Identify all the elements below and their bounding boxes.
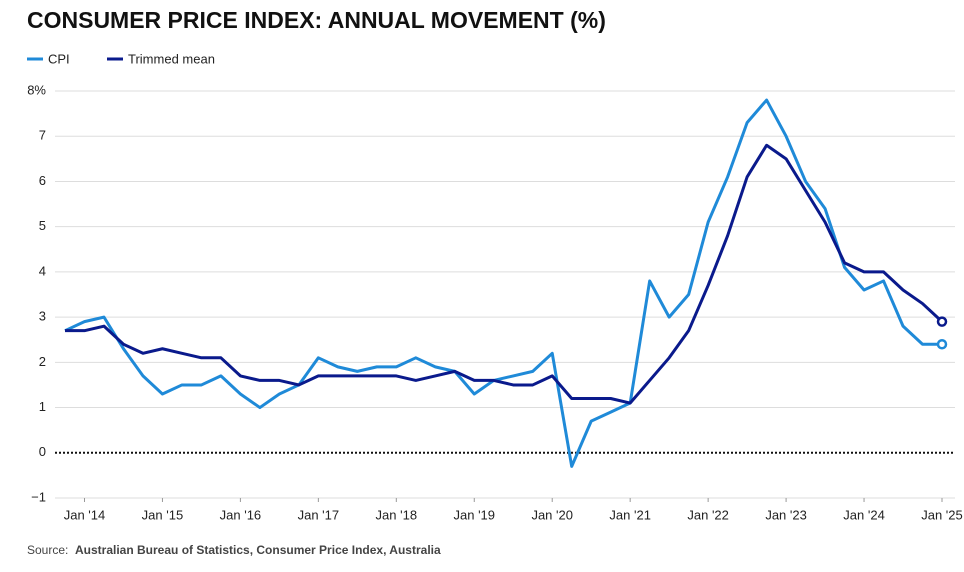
y-tick-label: 1 [39,399,46,414]
x-tick-label: Jan '23 [765,507,807,522]
x-tick-label: Jan '25 [921,507,963,522]
end-marker [936,316,948,327]
x-tick-label: Jan '20 [531,507,573,522]
x-tick-label: Jan '24 [843,507,885,522]
y-tick-label: −1 [31,489,46,504]
y-tick-label: 6 [39,173,46,188]
y-tick-label: 3 [39,309,46,324]
y-tick-label: 8% [27,82,46,97]
series-line [65,143,944,405]
x-tick-label: Jan '19 [454,507,496,522]
series-line [64,98,942,468]
y-tick-label: 7 [39,128,46,143]
x-tick-label: Jan '21 [609,507,651,522]
y-tick-label: 0 [39,444,46,459]
y-tick-label: 4 [39,263,46,278]
x-tick-label: Jan '22 [687,507,729,522]
source: Australian Bureau of Statistics, Consume… [75,543,441,557]
x-tick-label: Jan '18 [376,507,418,522]
end-marker [936,338,948,350]
x-tick-label: Jan '16 [220,507,262,522]
x-tick-label: Jan '17 [298,507,340,522]
x-tick-label: Jan '14 [64,507,106,522]
x-tick-label: Jan '15 [142,507,184,522]
source-label: Source: [27,543,68,557]
legend-label: CPI [48,51,70,66]
chart-title: CONSUMER PRICE INDEX: ANNUAL MOVEMENT (%… [27,7,606,33]
y-tick-label: 2 [39,354,46,369]
y-tick-label: 5 [39,218,46,233]
legend-label: Trimmed mean [128,51,215,66]
